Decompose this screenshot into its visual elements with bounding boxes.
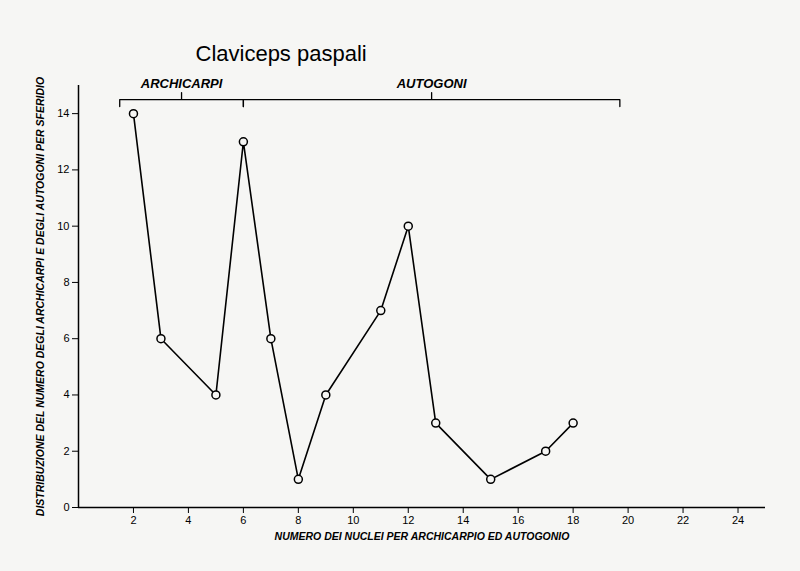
svg-text:6: 6 <box>240 514 246 526</box>
svg-text:18: 18 <box>567 514 579 526</box>
svg-text:4: 4 <box>63 388 69 400</box>
svg-text:12: 12 <box>402 514 414 526</box>
svg-text:NUMERO DEI NUCLEI PER ARCHICAR: NUMERO DEI NUCLEI PER ARCHICARPIO ED AUT… <box>275 530 570 542</box>
svg-text:2: 2 <box>130 514 136 526</box>
svg-text:14: 14 <box>457 514 469 526</box>
svg-text:AUTOGONI: AUTOGONI <box>396 76 467 91</box>
svg-text:22: 22 <box>677 514 689 526</box>
svg-text:12: 12 <box>57 163 69 175</box>
svg-text:14: 14 <box>57 107 69 119</box>
svg-text:4: 4 <box>185 514 191 526</box>
svg-text:ARCHICARPI: ARCHICARPI <box>140 76 223 91</box>
svg-text:20: 20 <box>622 514 634 526</box>
svg-text:Claviceps paspali: Claviceps paspali <box>196 41 367 66</box>
svg-text:10: 10 <box>347 514 359 526</box>
svg-text:DISTRIBUZIONE DEL NUMERO DEGLI: DISTRIBUZIONE DEL NUMERO DEGLI ARCHICARP… <box>34 77 46 516</box>
svg-text:0: 0 <box>63 501 69 513</box>
svg-text:8: 8 <box>63 276 69 288</box>
svg-text:24: 24 <box>732 514 744 526</box>
svg-text:8: 8 <box>295 514 301 526</box>
svg-text:6: 6 <box>63 332 69 344</box>
svg-text:2: 2 <box>63 445 69 457</box>
svg-text:16: 16 <box>512 514 524 526</box>
svg-text:10: 10 <box>57 220 69 232</box>
